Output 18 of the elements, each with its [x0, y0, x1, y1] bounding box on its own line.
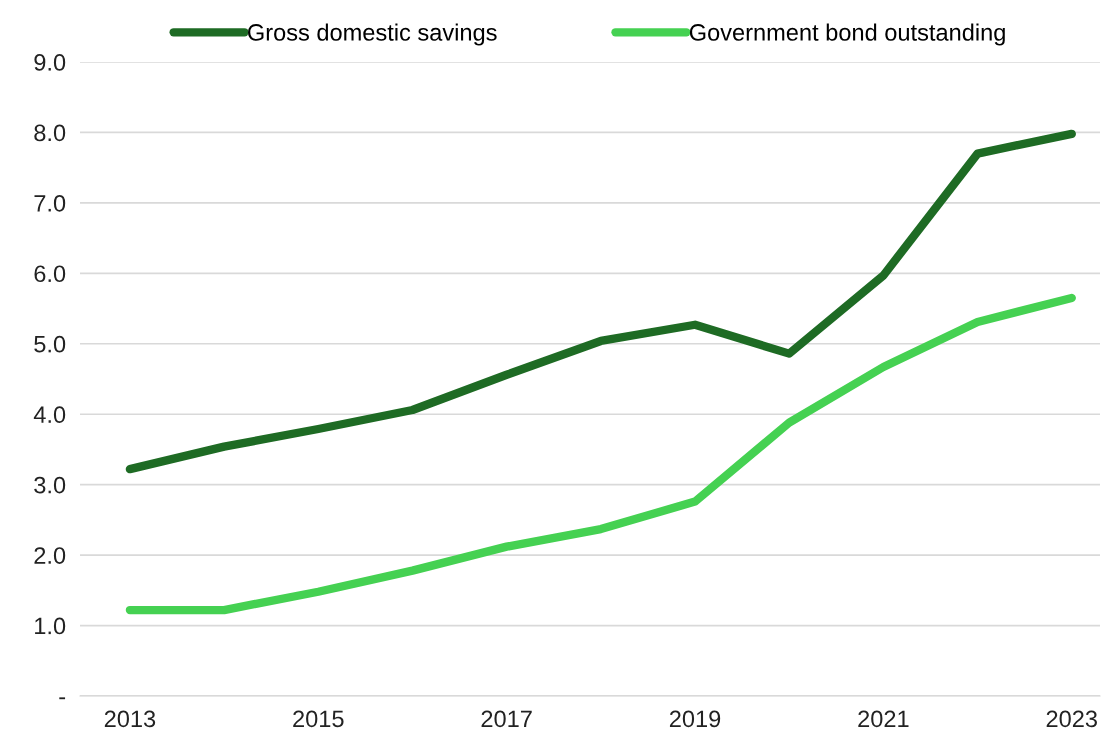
- x-tick-label: 2019: [669, 710, 721, 728]
- legend-label: Government bond outstanding: [689, 23, 1005, 46]
- y-tick-label: 4.0: [33, 406, 66, 424]
- x-tick-label: 2023: [1046, 710, 1097, 728]
- y-tick-label: -: [59, 697, 66, 700]
- y-tick-label: 6.0: [34, 265, 66, 283]
- x-tick-label: 2015: [293, 710, 344, 728]
- legend-label: Gross domestic savings: [248, 23, 497, 46]
- y-tick-label: 1.0: [35, 617, 66, 635]
- x-tick-label: 2021: [858, 710, 909, 728]
- y-tick-label: 5.0: [34, 335, 66, 353]
- y-tick-label: 8.0: [34, 124, 66, 142]
- y-tick-label: 7.0: [34, 194, 66, 212]
- y-tick-label: 2.0: [34, 547, 66, 564]
- y-tick-label: 9.0: [34, 54, 66, 71]
- x-tick-label: 2013: [104, 710, 156, 728]
- x-tick-label: 2017: [481, 710, 532, 728]
- y-tick-label: 3.0: [34, 476, 66, 494]
